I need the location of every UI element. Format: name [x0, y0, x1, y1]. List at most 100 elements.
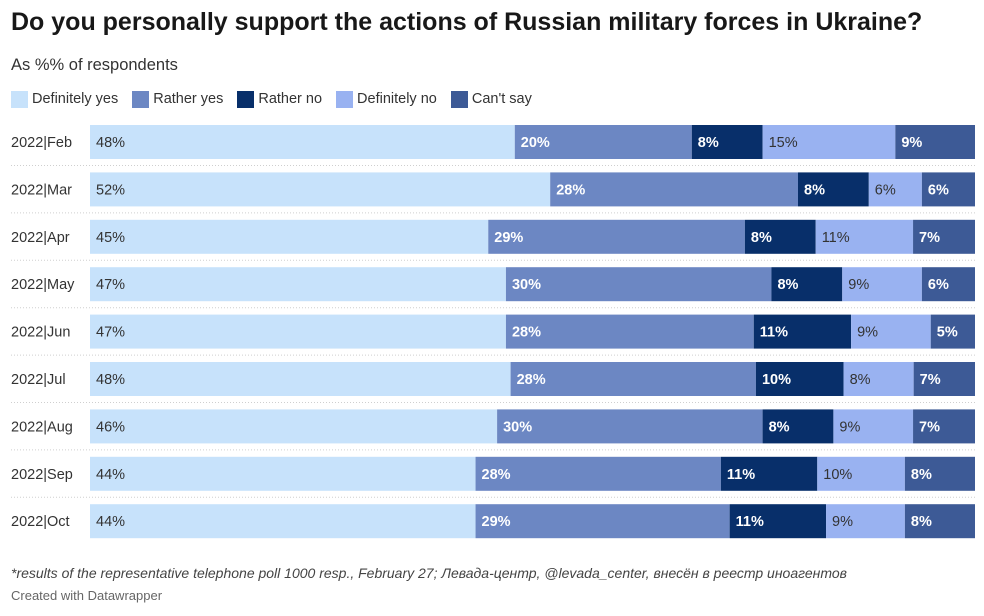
legend-label: Rather yes: [153, 91, 224, 107]
legend-label: Rather no: [258, 91, 323, 107]
category-label: 2022|Oct: [11, 514, 70, 530]
bar-segment: [514, 125, 692, 159]
legend: Definitely yes Rather yes Rather no Definit…: [11, 89, 546, 109]
data-label: 11%: [822, 230, 850, 246]
data-label: 29%: [494, 230, 523, 246]
bar-segment: [851, 314, 931, 349]
legend-label: Definitely yes: [32, 91, 119, 107]
data-label: 7%: [919, 230, 940, 246]
bar-segment: [90, 172, 551, 207]
bar-segment: [913, 362, 975, 396]
data-label: 9%: [848, 277, 869, 293]
bar-segment: [90, 125, 515, 159]
data-label: 48%: [96, 135, 125, 151]
bar-segment: [475, 504, 730, 539]
data-label: 10%: [762, 372, 791, 388]
data-label: 28%: [482, 467, 511, 483]
data-label: 8%: [777, 277, 798, 293]
data-label: 11%: [736, 514, 764, 530]
data-label: 7%: [919, 419, 940, 435]
bar-segment: [505, 314, 754, 349]
legend-swatch: [336, 90, 354, 108]
legend-label: Can't say: [471, 91, 532, 107]
data-label: 10%: [823, 467, 852, 483]
data-label: 47%: [96, 325, 125, 341]
bar-row: 2022|Aug 46% 30% 8% 9% 7%: [11, 409, 975, 451]
data-label: 8%: [850, 372, 871, 388]
legend-swatch: [11, 90, 28, 108]
data-label: 30%: [512, 277, 541, 293]
bar-segment: [90, 409, 498, 444]
category-label: 2022|Aug: [11, 419, 73, 435]
credit: Created with Datawrapper: [11, 588, 163, 603]
bar-segment: [815, 219, 914, 254]
data-label: 28%: [517, 372, 546, 388]
data-label: 8%: [911, 467, 932, 483]
bar-row: 2022|Oct 44% 29% 11% 9% 8%: [11, 504, 975, 539]
bar-segment: [720, 456, 818, 491]
bar-segment: [90, 362, 511, 396]
bar-row: 2022|Sep 44% 28% 11% 10% 8%: [11, 456, 975, 498]
data-label: 8%: [769, 419, 790, 435]
data-label: 30%: [503, 419, 532, 435]
legend-swatch: [132, 90, 150, 108]
category-label: 2022|Jul: [11, 372, 66, 388]
bar-segment: [505, 267, 772, 302]
legend-item: Rather yes: [132, 90, 224, 108]
data-label: 29%: [482, 514, 511, 530]
data-label: 44%: [96, 467, 125, 483]
bar-segment: [90, 456, 476, 491]
data-label: 5%: [937, 325, 958, 341]
bar-segment: [497, 409, 763, 444]
data-label: 11%: [760, 325, 788, 341]
bar-segment: [771, 267, 843, 302]
data-label: 8%: [911, 514, 932, 530]
data-label: 8%: [804, 182, 825, 198]
data-label: 8%: [698, 135, 719, 151]
data-label: 45%: [96, 230, 125, 246]
bar-segment: [762, 409, 834, 444]
data-label: 44%: [96, 514, 125, 530]
data-label: 6%: [928, 182, 949, 198]
category-label: 2022|Sep: [11, 467, 73, 483]
category-label: 2022|Mar: [11, 182, 72, 198]
data-label: 15%: [769, 135, 798, 151]
bar-segment: [895, 125, 975, 159]
category-label: 2022|Feb: [11, 135, 72, 151]
data-label: 48%: [96, 372, 125, 388]
bar-segment: [904, 456, 975, 491]
bar-segment: [842, 267, 922, 302]
bar-segment: [755, 362, 844, 396]
bar-segment: [826, 504, 905, 539]
data-label: 9%: [839, 419, 860, 435]
category-label: 2022|Jun: [11, 325, 70, 341]
bar-segment: [753, 314, 852, 349]
bar-segment: [913, 409, 975, 444]
data-label: 6%: [875, 182, 896, 198]
bar-segment: [488, 219, 745, 254]
bar-segment: [913, 219, 975, 254]
data-label: 9%: [857, 325, 878, 341]
legend-label: Definitely no: [357, 91, 437, 107]
legend-item: Definitely yes: [11, 90, 119, 108]
stacked-bar-chart: 2022|Feb 48% 20% 8% 15% 9% 2022|Mar 52% 28% 8% 6% 6…: [11, 125, 975, 539]
bar-segment: [843, 362, 914, 396]
bar-segment: [691, 125, 763, 159]
data-label: 7%: [920, 372, 941, 388]
bar-segment: [798, 172, 869, 207]
chart-title: Do you personally support the actions of…: [11, 8, 923, 36]
data-label: 20%: [521, 135, 550, 151]
bar-row: 2022|Jun 47% 28% 11% 9% 5%: [11, 314, 975, 356]
legend-item: Can't say: [450, 90, 532, 108]
data-label: 28%: [512, 325, 541, 341]
bar-segment: [921, 267, 975, 302]
data-label: 52%: [96, 182, 125, 198]
category-label: 2022|Apr: [11, 230, 70, 246]
bar-segment: [90, 219, 489, 254]
bar-segment: [744, 219, 816, 254]
bar-segment: [904, 504, 975, 539]
bar-segment: [833, 409, 914, 444]
legend-swatch: [450, 90, 468, 108]
legend-swatch: [237, 90, 255, 108]
bar-segment: [475, 456, 721, 491]
